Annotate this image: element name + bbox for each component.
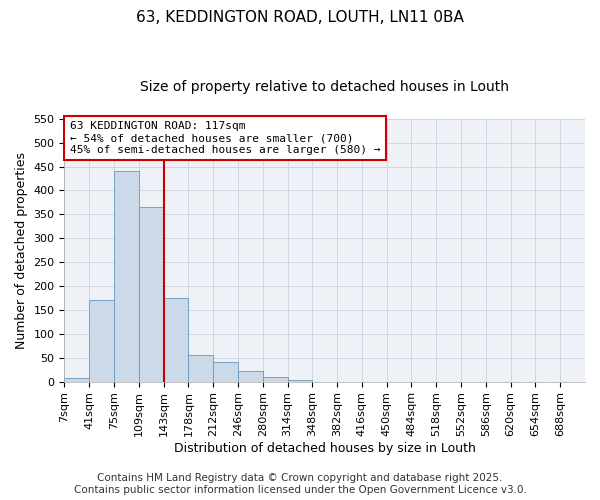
Bar (213, 362, 238, 382)
Text: 63 KEDDINGTON ROAD: 117sqm
← 54% of detached houses are smaller (700)
45% of sem: 63 KEDDINGTON ROAD: 117sqm ← 54% of deta… (70, 122, 380, 154)
Bar (64, 378, 89, 382)
Bar (139, 207, 164, 382)
Y-axis label: Number of detached properties: Number of detached properties (15, 152, 28, 348)
Bar (287, 380, 313, 382)
Title: Size of property relative to detached houses in Louth: Size of property relative to detached ho… (140, 80, 509, 94)
Bar (114, 172, 139, 382)
Bar (263, 377, 287, 382)
X-axis label: Distribution of detached houses by size in Louth: Distribution of detached houses by size … (174, 442, 476, 455)
Text: Contains HM Land Registry data © Crown copyright and database right 2025.
Contai: Contains HM Land Registry data © Crown c… (74, 474, 526, 495)
Bar (238, 371, 263, 382)
Bar (89, 300, 114, 382)
Text: 63, KEDDINGTON ROAD, LOUTH, LN11 0BA: 63, KEDDINGTON ROAD, LOUTH, LN11 0BA (136, 10, 464, 25)
Bar (164, 298, 188, 382)
Bar (188, 356, 213, 382)
